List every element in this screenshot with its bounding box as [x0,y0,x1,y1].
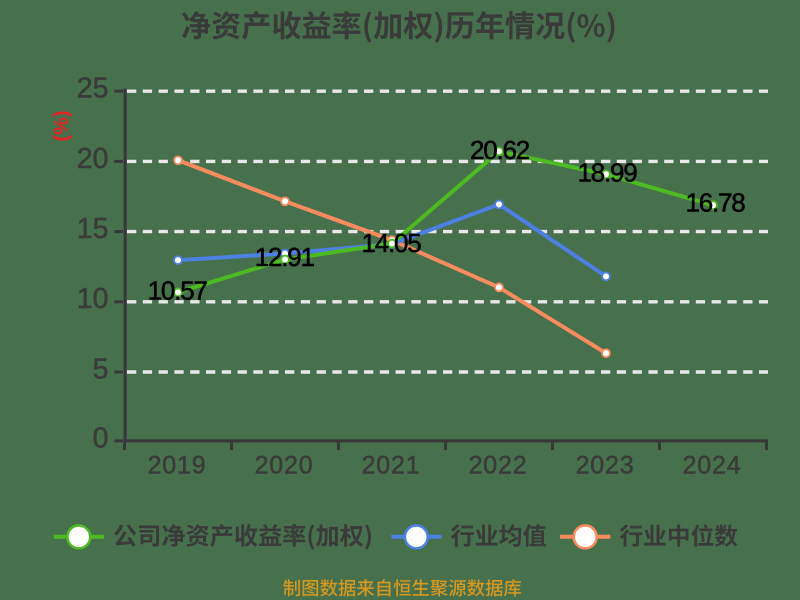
svg-text:18.99: 18.99 [577,158,637,188]
svg-text:2023: 2023 [576,451,635,479]
svg-text:2024: 2024 [683,451,742,479]
svg-text:25: 25 [77,73,109,105]
svg-text:10.57: 10.57 [148,276,208,306]
svg-text:(%): (%) [51,110,73,141]
svg-text:5: 5 [93,353,109,385]
svg-text:10: 10 [77,283,109,315]
svg-text:20.62: 20.62 [470,135,530,165]
svg-text:2020: 2020 [255,451,314,479]
svg-text:0: 0 [93,422,109,454]
svg-text:2022: 2022 [469,451,528,479]
svg-text:2021: 2021 [362,451,421,479]
svg-text:14.05: 14.05 [361,228,421,258]
svg-text:2019: 2019 [148,451,207,479]
svg-text:12.91: 12.91 [255,242,315,272]
svg-text:15: 15 [77,213,109,245]
svg-text:20: 20 [77,143,109,175]
svg-text:16.78: 16.78 [685,188,745,218]
